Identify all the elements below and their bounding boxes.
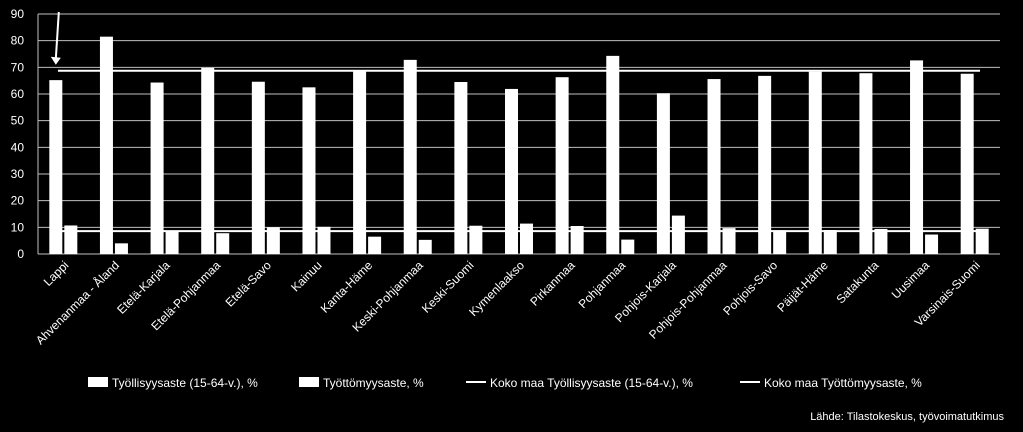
bar-employment (454, 82, 468, 254)
bar-unemployment (165, 231, 179, 254)
bar-unemployment (621, 239, 635, 254)
y-tick-label: 40 (11, 140, 25, 154)
bar-employment (49, 80, 63, 254)
legend-label-unemployment: Työttömyysaste, % (323, 376, 424, 390)
bar-employment (99, 36, 113, 254)
arrow-shaft (54, 11, 60, 59)
bar-unemployment (418, 239, 432, 254)
legend-swatch-employment (88, 377, 108, 387)
x-tick-label: Kainuu (288, 258, 324, 294)
legend-label-national-employment: Koko maa Työllisyysaste (15-64-v.), % (490, 376, 693, 390)
x-tick-label: Pirkanmaa (527, 258, 578, 309)
bar-unemployment (368, 236, 382, 254)
bar-employment (808, 71, 822, 254)
bar-employment (555, 77, 569, 254)
bar-unemployment (722, 228, 736, 254)
bar-employment (201, 67, 215, 254)
x-tick-label: Lappi (41, 258, 72, 289)
y-tick-label: 10 (11, 220, 25, 234)
y-tick-label: 50 (11, 114, 25, 128)
legend-swatch-unemployment (299, 377, 319, 387)
y-axis: 0 10 20 30 40 50 60 70 80 90 (11, 7, 1000, 261)
bar-employment (403, 59, 417, 254)
bar-employment (150, 82, 164, 255)
grid-layer (38, 13, 1000, 228)
bar-employment (859, 73, 873, 254)
y-tick-label: 80 (11, 34, 25, 48)
bar-unemployment (823, 230, 837, 254)
legend-label-national-unemployment: Koko maa Työttömyysaste, % (764, 376, 922, 390)
x-tick-label: Pohjanmaa (576, 258, 629, 311)
y-tick-label: 70 (11, 60, 25, 74)
x-tick-label: Uusimaa (889, 258, 933, 302)
bar-unemployment (520, 223, 533, 254)
bar-employment (707, 79, 721, 254)
bar-employment (910, 60, 924, 255)
bar-unemployment (773, 230, 787, 254)
bar-unemployment (216, 233, 230, 254)
y-tick-label: 90 (11, 7, 25, 21)
bar-unemployment (925, 234, 939, 254)
x-tick-label: Ahvenanmaa - Åland (32, 258, 122, 348)
bar-unemployment (114, 243, 128, 254)
bar-employment (302, 87, 316, 254)
y-tick-label: 0 (17, 247, 24, 261)
legend: Työllisyysaste (15-64-v.), % Työttömyysa… (88, 376, 922, 390)
bars (49, 36, 989, 255)
source-note: Lähde: Tilastokeskus, työvoimatutkimus (810, 411, 1004, 423)
bar-employment (606, 55, 620, 254)
bar-unemployment (874, 228, 888, 254)
x-tick-label: Etelä-Savo (223, 258, 275, 310)
y-tick-label: 20 (11, 194, 25, 208)
arrow-icon (50, 56, 61, 65)
y-tick-label: 30 (11, 167, 25, 181)
bar-employment (656, 93, 670, 254)
bar-unemployment (266, 227, 280, 254)
bar-unemployment (64, 225, 78, 254)
bar-employment (251, 81, 265, 254)
bar-unemployment (570, 226, 584, 254)
bar-employment (758, 75, 772, 254)
annotations (50, 11, 61, 65)
bar-employment (353, 71, 367, 254)
x-tick-label: Satakunta (833, 258, 881, 306)
legend-label-employment: Työllisyysaste (15-64-v.), % (112, 376, 258, 390)
x-tick-label: Päijät-Häme (774, 258, 831, 315)
bar-employment (505, 88, 518, 254)
bar-unemployment (317, 226, 331, 254)
y-tick-label: 60 (11, 87, 25, 101)
bar-unemployment (975, 228, 989, 254)
bar-unemployment (671, 215, 685, 254)
x-tick-label: Pohjois-Savo (720, 258, 780, 318)
bar-unemployment (469, 225, 483, 254)
bar-employment (960, 73, 974, 254)
reference-lines (58, 69, 980, 233)
